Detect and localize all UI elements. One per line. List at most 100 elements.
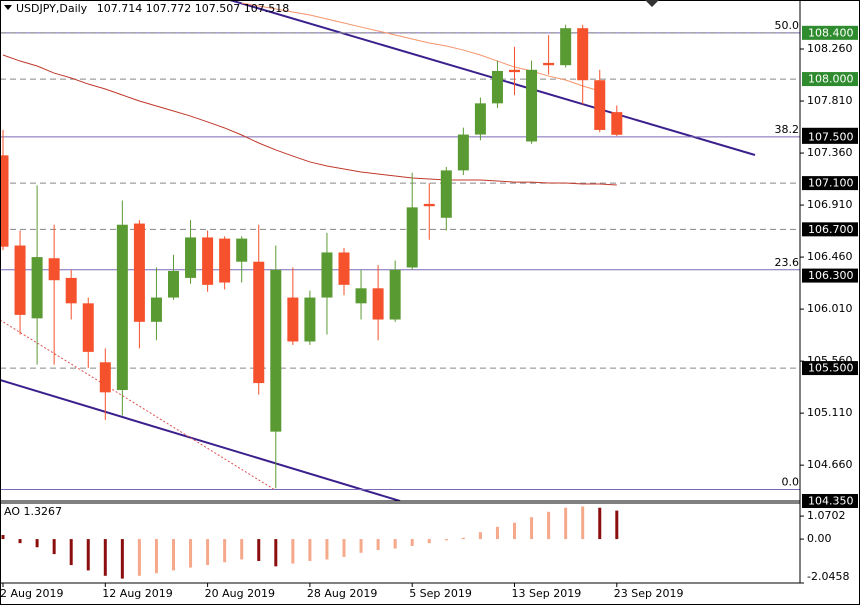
candle-body	[560, 28, 572, 66]
candle-body	[82, 303, 94, 352]
candle-body	[321, 252, 333, 298]
candle-body	[474, 103, 486, 135]
y-tick-label: 106.010	[807, 302, 853, 315]
close-value: 107.518	[244, 2, 290, 15]
ao-bar	[461, 537, 465, 540]
candle-body	[253, 261, 265, 384]
candle-body	[355, 288, 367, 304]
candle-body	[611, 112, 623, 135]
candle-body	[406, 207, 418, 268]
x-tick-label: 5 Sep 2019	[409, 587, 472, 600]
ao-bar	[103, 539, 107, 576]
ao-bar	[581, 506, 585, 540]
y-tick-label: 107.360	[807, 146, 853, 159]
symbol: USDJPY,Daily	[16, 2, 88, 15]
ao-pane	[1, 506, 619, 579]
price-tag-label: 107.500	[808, 130, 854, 143]
candle-body	[270, 269, 282, 432]
candle-body	[133, 223, 145, 322]
fib-label: 23.6	[775, 256, 800, 269]
ao-bar	[35, 539, 39, 548]
price-tag	[802, 361, 858, 376]
price-tag	[802, 494, 858, 508]
y-tick-label: 1.0702	[807, 509, 846, 522]
ao-bar	[376, 539, 380, 551]
price-tag-label: 107.100	[808, 177, 854, 190]
ao-bar	[444, 539, 448, 541]
candle-body	[338, 252, 350, 285]
fib-label: 38.2	[775, 123, 800, 136]
ao-bar	[240, 539, 244, 560]
candle-body	[48, 258, 60, 281]
ao-value: 1.3267	[24, 505, 63, 518]
header: USDJPY,Daily 107.714 107.772 107.507 107…	[16, 2, 289, 15]
price-axis: 108.260 107.810 107.360 106.910 106.460 106.0…	[800, 25, 858, 584]
ao-bar	[564, 507, 568, 540]
ao-bar	[69, 539, 73, 566]
candle-body	[304, 297, 316, 342]
price-tag-label: 108.000	[808, 73, 854, 86]
x-tick-label: 23 Sep 2019	[614, 587, 684, 600]
ao-header: AO 1.3267	[4, 505, 62, 518]
price-tag-label: 106.300	[808, 269, 854, 282]
x-tick-label: 2 Aug 2019	[0, 587, 63, 600]
price-tag-label: 106.700	[808, 223, 854, 236]
candle-body	[168, 270, 179, 298]
price-tag	[802, 129, 858, 144]
candle-body	[202, 237, 214, 285]
y-tick-label: 106.460	[807, 250, 853, 263]
ao-bar	[154, 539, 158, 574]
ao-bar	[257, 539, 261, 561]
price-tag-label: 104.350	[808, 495, 854, 508]
low-value: 107.507	[195, 2, 241, 15]
main-pane: 50.0 38.2 23.6 0.0	[0, 0, 800, 501]
y-tick-label: 106.910	[807, 198, 853, 211]
candle-body	[185, 237, 197, 278]
y-tick-label: 107.810	[807, 94, 853, 107]
fib-label: 0.0	[782, 475, 800, 488]
candle-body	[577, 28, 589, 81]
candle-body	[372, 288, 384, 320]
price-tag	[802, 25, 858, 40]
ao-bar	[274, 539, 278, 567]
ao-bar	[120, 539, 124, 579]
price-tag	[802, 222, 858, 237]
price-tag-label: 105.500	[808, 362, 854, 375]
y-tick-label: 104.660	[807, 458, 853, 471]
open-value: 107.714	[97, 2, 143, 15]
candle-body	[526, 69, 538, 142]
ao-bar	[410, 539, 414, 546]
y-tick-label: 108.260	[807, 42, 853, 55]
candle-body	[543, 62, 555, 66]
candle-body	[14, 245, 26, 315]
ao-bar	[137, 539, 141, 576]
y-tick-label: -2.0458	[807, 570, 849, 583]
ao-bar	[308, 539, 312, 561]
ao-bar	[52, 539, 56, 555]
candle-body	[594, 80, 606, 130]
candle-body	[31, 257, 43, 319]
moving-average	[241, 2, 600, 92]
trend-line	[0, 379, 401, 501]
ao-bar	[223, 539, 227, 563]
ao-bar	[189, 539, 193, 568]
trend-line	[0, 319, 276, 491]
ao-bar	[530, 517, 534, 540]
candle-body	[440, 170, 452, 218]
ao-bar	[18, 539, 22, 544]
ao-bar	[291, 539, 295, 564]
candle-body	[236, 238, 248, 262]
candle-body	[423, 203, 435, 207]
price-tag	[802, 176, 858, 191]
candle-body	[491, 70, 503, 104]
x-tick-label: 28 Aug 2019	[307, 587, 377, 600]
ao-bar	[393, 539, 397, 549]
candle-body	[287, 297, 299, 342]
ao-bar	[513, 522, 516, 540]
candle-body	[219, 238, 231, 283]
candle-body	[150, 297, 162, 322]
price-tag	[802, 72, 858, 87]
ao-bar	[206, 539, 210, 566]
